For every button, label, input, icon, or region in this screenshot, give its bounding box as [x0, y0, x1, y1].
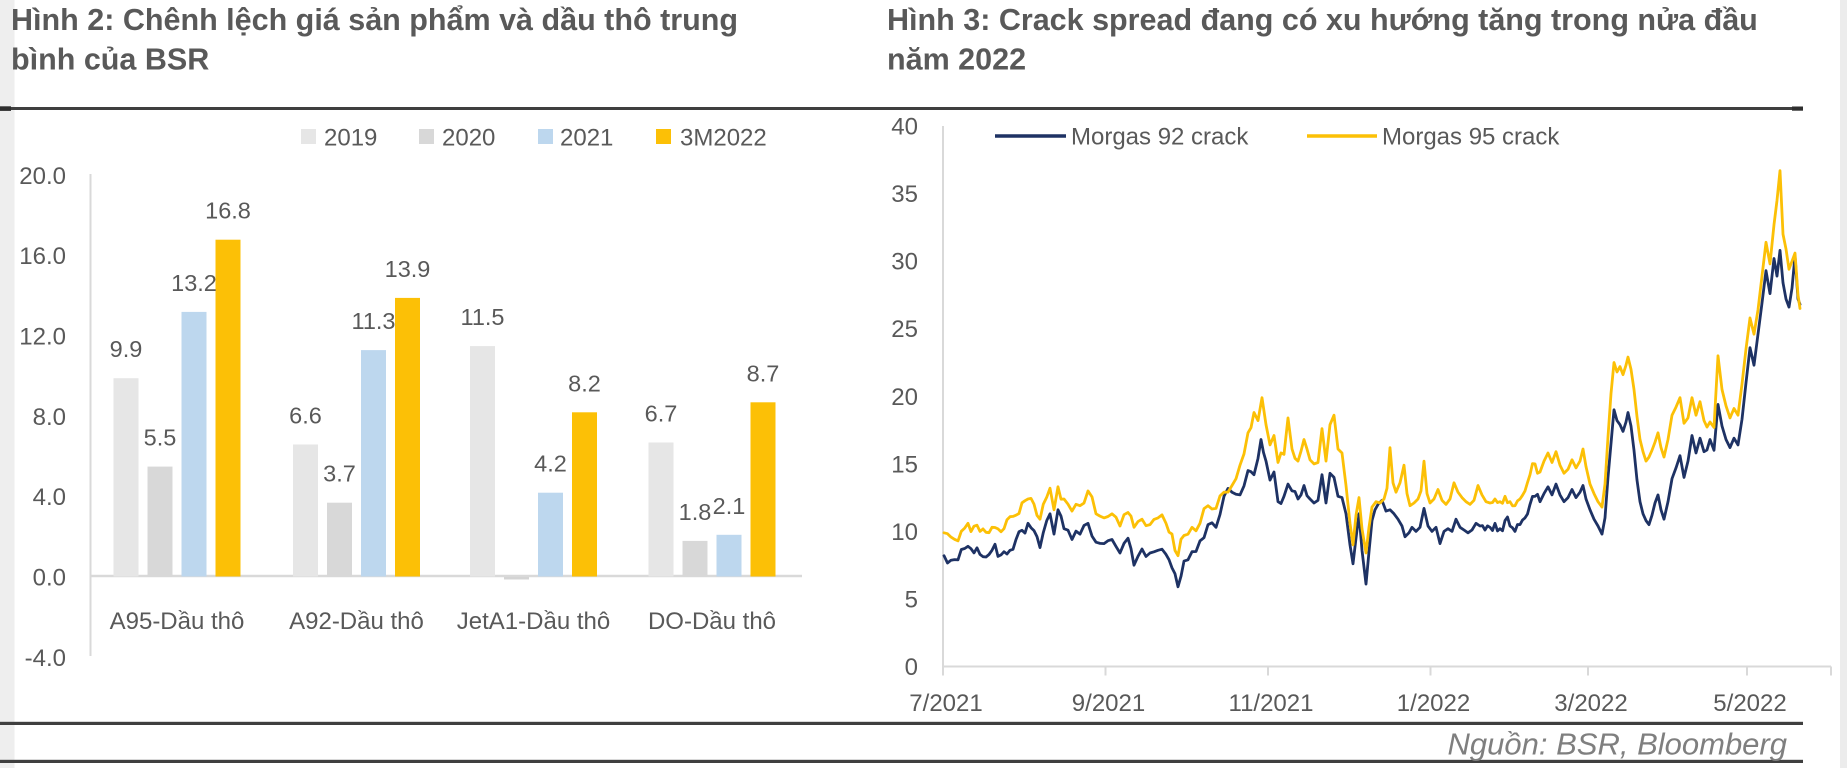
- svg-text:8.0: 8.0: [33, 404, 66, 431]
- svg-text:8.7: 8.7: [747, 360, 780, 386]
- svg-text:30: 30: [891, 249, 918, 276]
- svg-text:11.3: 11.3: [352, 308, 396, 334]
- svg-text:Morgas 95 crack: Morgas 95 crack: [1382, 124, 1560, 151]
- svg-text:4.0: 4.0: [33, 484, 66, 511]
- svg-text:5.5: 5.5: [144, 425, 177, 451]
- svg-text:11/2021: 11/2021: [1229, 690, 1314, 717]
- svg-text:2.1: 2.1: [713, 493, 746, 519]
- svg-text:bình của BSR: bình của BSR: [11, 43, 209, 77]
- svg-text:JetA1-Dầu thô: JetA1-Dầu thô: [457, 608, 610, 635]
- svg-text:10: 10: [891, 519, 918, 546]
- svg-text:20: 20: [891, 384, 918, 411]
- svg-text:20.0: 20.0: [19, 163, 66, 190]
- svg-text:8.2: 8.2: [568, 370, 601, 396]
- svg-text:35: 35: [891, 181, 918, 208]
- svg-text:1/2022: 1/2022: [1397, 690, 1470, 717]
- svg-text:Hình 3: Crack spread đang có x: Hình 3: Crack spread đang có xu hướng tă…: [887, 3, 1758, 37]
- svg-text:-4.0: -4.0: [25, 645, 66, 672]
- svg-text:13.9: 13.9: [385, 256, 431, 282]
- svg-text:7/2021: 7/2021: [909, 690, 982, 717]
- svg-text:6.7: 6.7: [645, 401, 678, 427]
- svg-text:Nguồn: BSR, Bloomberg: Nguồn: BSR, Bloomberg: [1448, 727, 1787, 762]
- svg-text:3/2022: 3/2022: [1554, 690, 1627, 717]
- svg-text:15: 15: [891, 451, 918, 478]
- svg-text:13.2: 13.2: [171, 270, 217, 296]
- svg-text:16.8: 16.8: [205, 198, 251, 224]
- svg-text:0: 0: [905, 654, 918, 681]
- svg-text:2019: 2019: [324, 125, 377, 152]
- svg-text:A92-Dầu thô: A92-Dầu thô: [289, 608, 424, 635]
- svg-text:0.0: 0.0: [33, 565, 66, 592]
- svg-text:6.6: 6.6: [289, 403, 322, 429]
- svg-text:3M2022: 3M2022: [680, 125, 767, 152]
- svg-text:1.8: 1.8: [679, 499, 712, 525]
- svg-text:5: 5: [905, 587, 918, 614]
- svg-text:9.9: 9.9: [110, 336, 143, 362]
- svg-text:40: 40: [891, 114, 918, 141]
- svg-text:năm 2022: năm 2022: [887, 43, 1026, 77]
- svg-text:Morgas 92 crack: Morgas 92 crack: [1071, 124, 1249, 151]
- svg-text:2021: 2021: [560, 125, 613, 152]
- svg-text:16.0: 16.0: [19, 243, 66, 270]
- svg-text:A95-Dầu thô: A95-Dầu thô: [110, 608, 245, 635]
- svg-text:25: 25: [891, 316, 918, 343]
- svg-text:2020: 2020: [442, 125, 495, 152]
- svg-text:12.0: 12.0: [19, 324, 66, 351]
- svg-text:3.7: 3.7: [323, 461, 356, 487]
- svg-text:4.2: 4.2: [534, 451, 567, 477]
- svg-text:9/2021: 9/2021: [1072, 690, 1145, 717]
- svg-text:11.5: 11.5: [461, 304, 505, 330]
- svg-text:Hình 2: Chênh lệch giá sản phẩ: Hình 2: Chênh lệch giá sản phẩm và dầu t…: [11, 3, 738, 37]
- svg-text:DO-Dầu thô: DO-Dầu thô: [648, 608, 776, 635]
- svg-text:5/2022: 5/2022: [1713, 690, 1786, 717]
